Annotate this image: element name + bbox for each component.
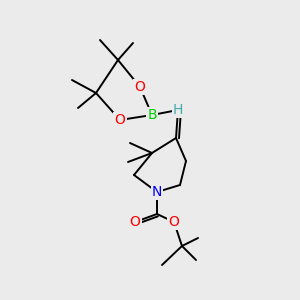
Text: N: N bbox=[152, 185, 162, 199]
Text: H: H bbox=[173, 103, 183, 117]
Text: B: B bbox=[147, 108, 157, 122]
Text: O: O bbox=[115, 113, 125, 127]
Text: O: O bbox=[169, 215, 179, 229]
Text: O: O bbox=[130, 215, 140, 229]
Text: O: O bbox=[135, 80, 146, 94]
